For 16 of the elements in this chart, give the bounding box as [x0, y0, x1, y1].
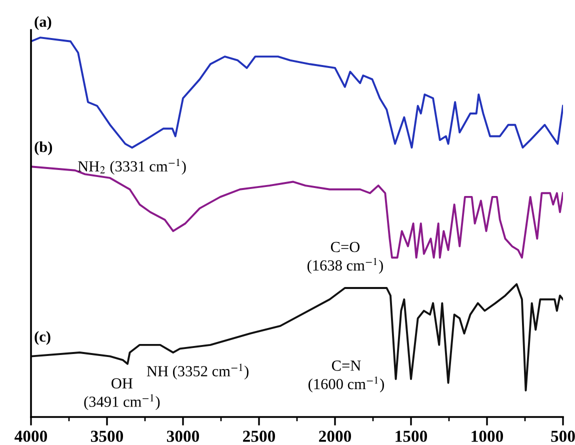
x-tick-label: 1000	[472, 430, 504, 442]
annotation: NH$_{2}$ (3331 cm$^{−1}$)	[78, 158, 186, 175]
annotation: C=N (1600 cm$^{−1}$)	[308, 360, 384, 392]
annotation: C=O (1638 cm$^{−1}$)	[307, 242, 383, 274]
x-tick-label: 3000	[166, 430, 200, 442]
x-tick-label: 4000	[14, 430, 48, 442]
x-tick-label: 1500	[396, 430, 428, 442]
series-label: (b)	[34, 141, 52, 156]
x-tick-label: 500	[551, 430, 575, 442]
x-tick-label: 3500	[90, 430, 124, 442]
annotation: OH (3491 cm$^{−1}$)	[84, 378, 160, 410]
series-label: (a)	[34, 16, 52, 30]
x-tick-label: 2000	[319, 430, 352, 442]
x-tick-label: 2500	[243, 430, 276, 442]
annotation: NH (3352 cm$^{−1}$)	[146, 364, 248, 380]
series-label: (c)	[34, 331, 50, 345]
